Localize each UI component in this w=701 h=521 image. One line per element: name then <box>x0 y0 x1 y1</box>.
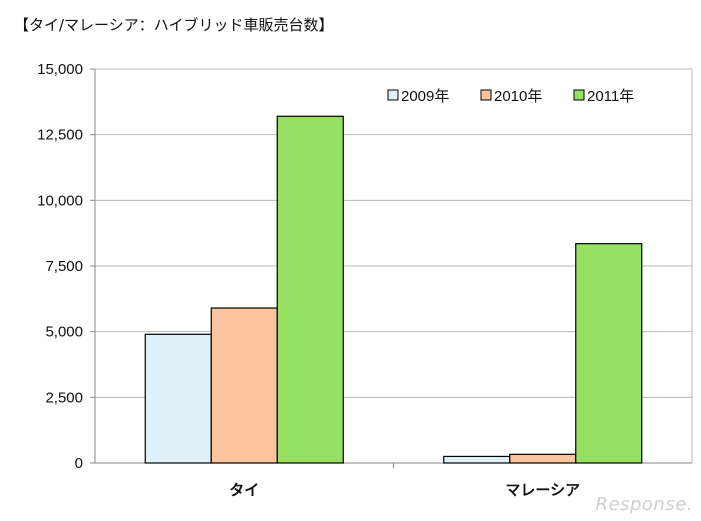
bar <box>144 333 212 464</box>
bar <box>575 243 643 464</box>
legend-swatch <box>387 89 399 101</box>
x-category-label: マレーシア <box>505 481 580 499</box>
legend-swatch <box>573 89 585 101</box>
legend-swatch <box>480 89 492 101</box>
y-tick-label: 15,000 <box>37 61 83 78</box>
x-category-label: タイ <box>229 481 259 499</box>
bar <box>276 115 344 464</box>
x-axis-categories: タイ マレーシア <box>229 463 580 499</box>
y-tick-label: 2,500 <box>45 389 83 406</box>
legend: 2009年 2010年 2011年 <box>387 88 634 105</box>
bar <box>210 307 278 464</box>
legend-label: 2010年 <box>494 88 542 105</box>
bar <box>443 455 511 464</box>
bars <box>144 115 643 464</box>
y-axis-ticks: 0 2,500 5,000 7,500 10,000 12,500 15,000 <box>37 61 83 472</box>
y-tick-label: 12,500 <box>37 127 83 144</box>
bar <box>509 453 577 464</box>
legend-label: 2009年 <box>401 88 449 105</box>
y-tick-label: 0 <box>75 455 83 472</box>
y-tick-label: 7,500 <box>45 258 83 275</box>
legend-label: 2011年 <box>587 88 634 105</box>
chart-title: 【タイ/マレーシア：ハイブリッド車販売台数】 <box>14 16 334 34</box>
y-tick-label: 5,000 <box>45 324 83 341</box>
y-tick-label: 10,000 <box>37 192 83 209</box>
response-watermark: Response. <box>595 494 693 515</box>
